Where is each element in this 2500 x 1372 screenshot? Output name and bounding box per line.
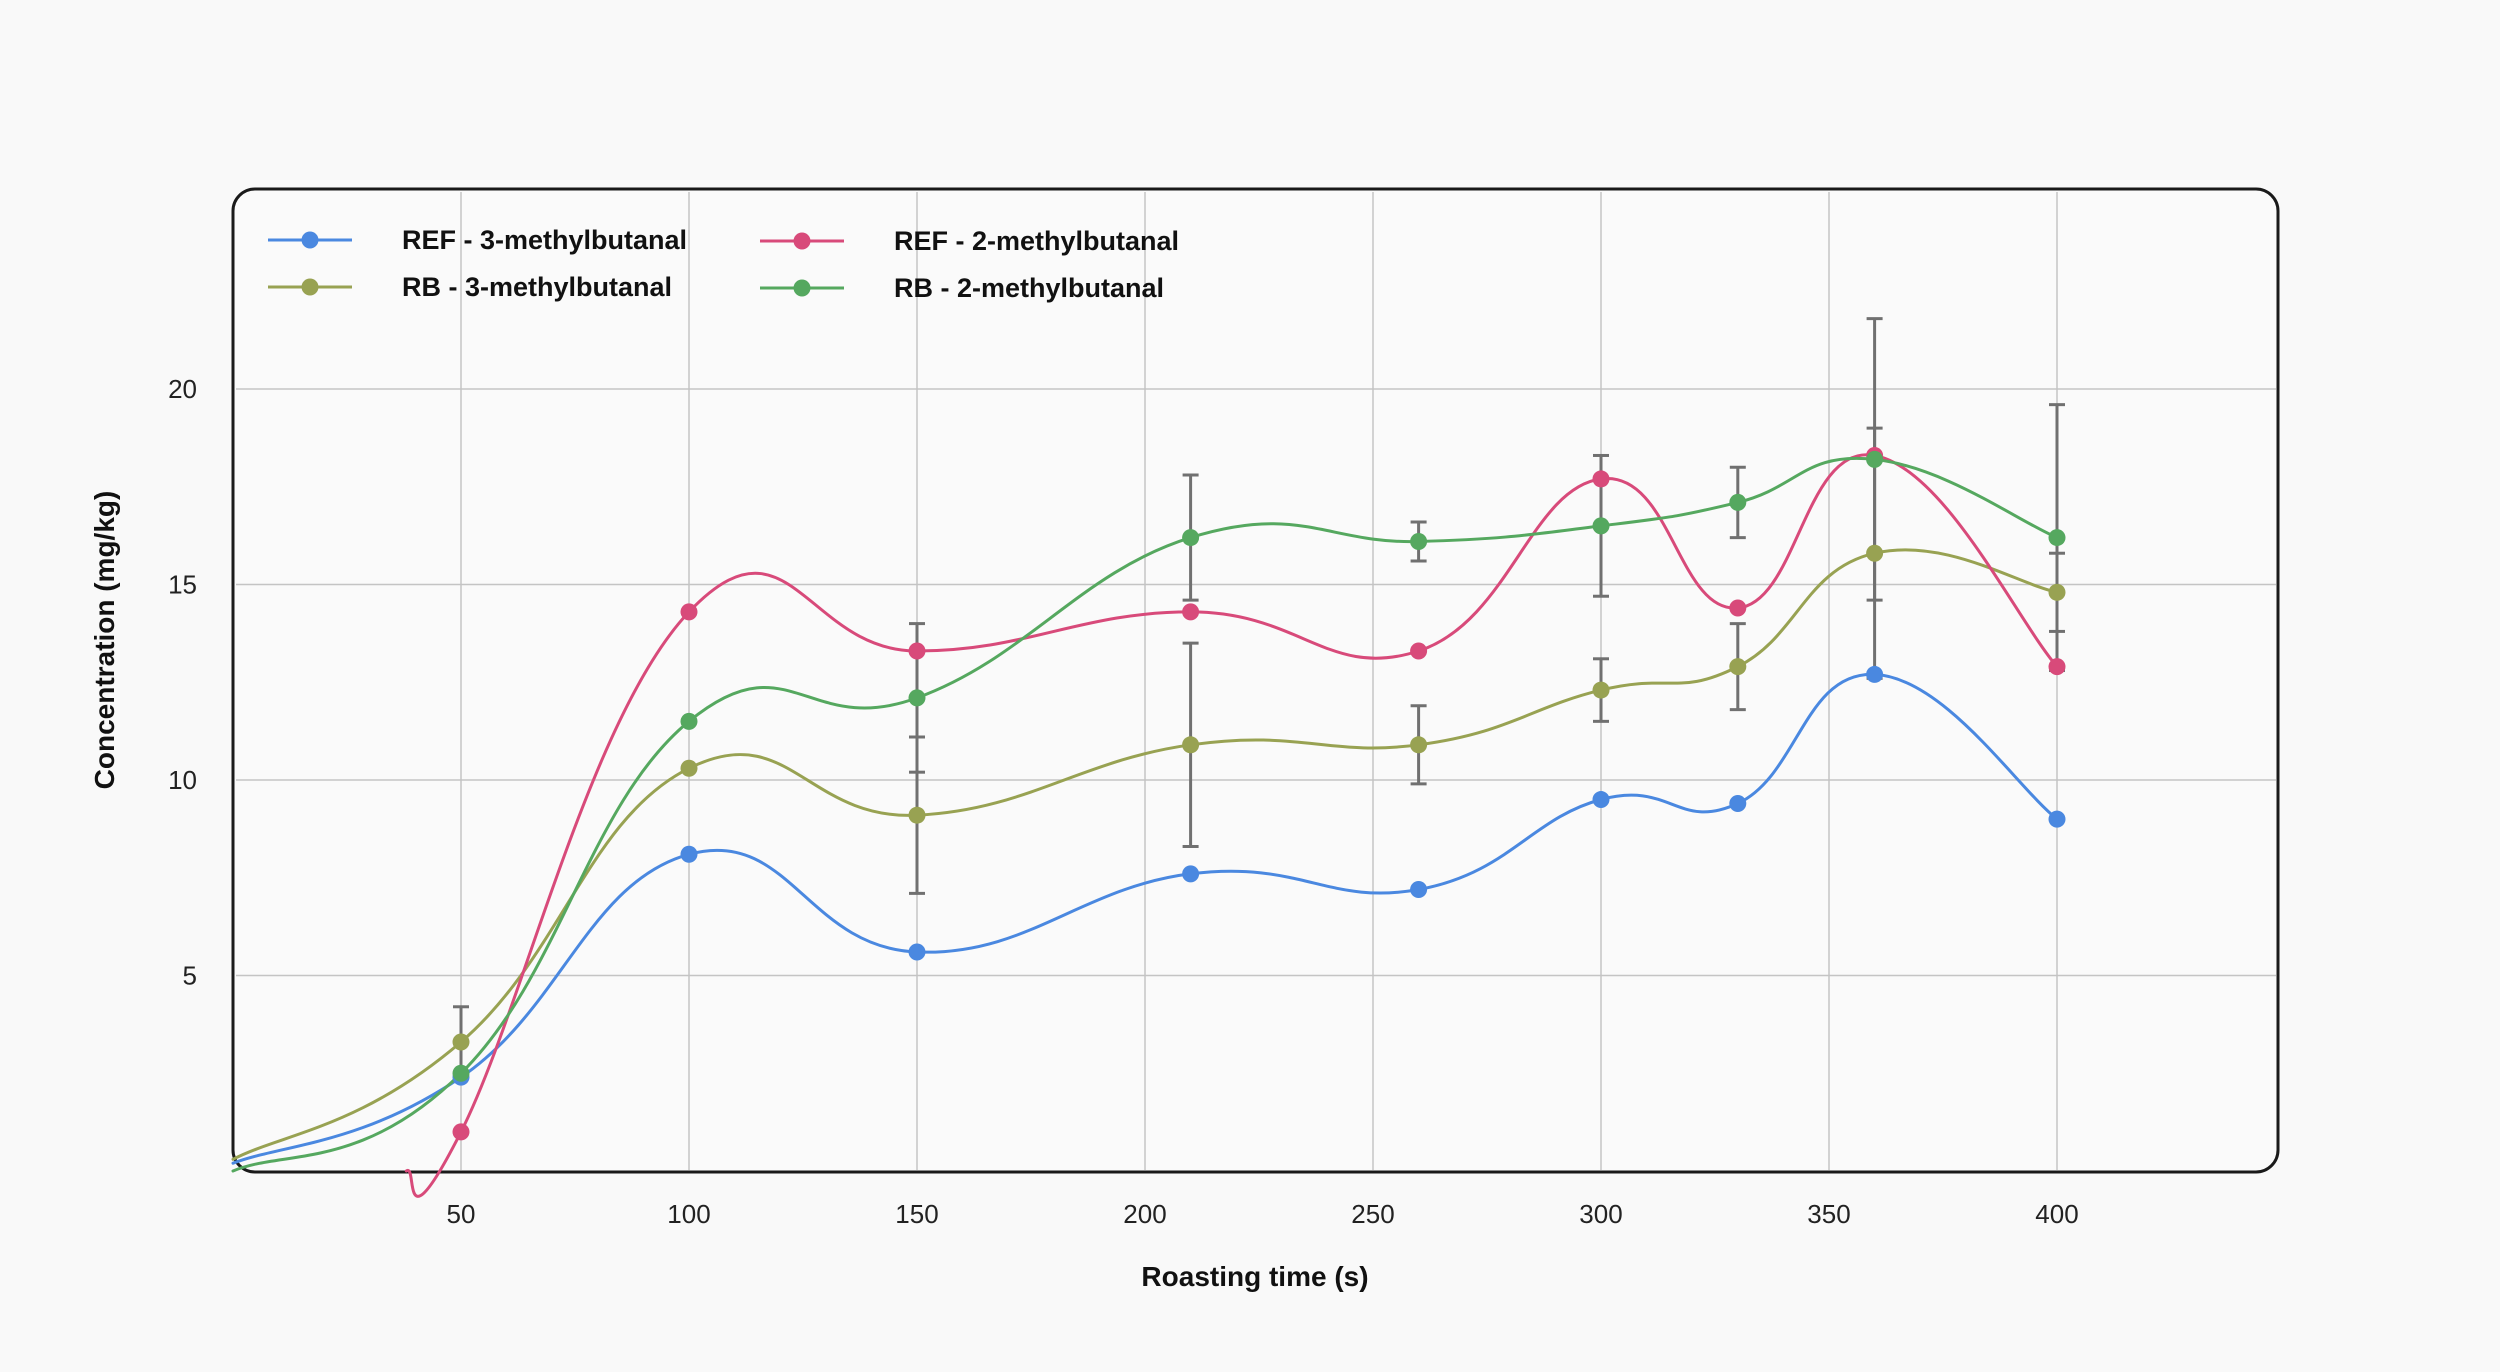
legend-item-1: REF - 3-methylbutanal [268, 225, 687, 255]
legend-swatch-marker [301, 231, 319, 249]
data-point-s1-7 [1729, 794, 1747, 812]
data-point-s4-1 [452, 1064, 470, 1082]
x-tick-label-300: 300 [1579, 1199, 1622, 1229]
data-points [452, 446, 2066, 1141]
data-point-s4-8 [1866, 450, 1884, 468]
data-point-s2-7 [1729, 658, 1747, 676]
legend-swatch-marker [793, 279, 811, 297]
x-axis-label: Roasting time (s) [1141, 1261, 1368, 1292]
data-point-s2-9 [2048, 583, 2066, 601]
legend-item-3: REF - 2-methylbutanal [760, 226, 1179, 256]
data-point-s2-3 [908, 806, 926, 824]
legend-swatch-marker [793, 232, 811, 250]
data-point-s4-3 [908, 689, 926, 707]
data-point-s1-3 [908, 943, 926, 961]
legend-item-2: RB - 3-methylbutanal [268, 272, 672, 302]
series-line-1 [231, 672, 2059, 1165]
x-tick-label-200: 200 [1123, 1199, 1166, 1229]
data-point-s1-9 [2048, 810, 2066, 828]
data-point-s1-4 [1182, 865, 1200, 883]
data-point-s3-5 [1410, 642, 1428, 660]
legend-label-4: RB - 2-methylbutanal [894, 273, 1164, 303]
data-point-s2-2 [680, 759, 698, 777]
legend: REF - 3-methylbutanal RB - 3-methylbutana… [268, 225, 1179, 303]
data-point-s1-5 [1410, 880, 1428, 898]
data-point-s1-8 [1866, 665, 1884, 683]
y-tick-label-10: 10 [168, 765, 197, 795]
data-point-s2-4 [1182, 736, 1200, 754]
data-point-s4-9 [2048, 529, 2066, 547]
x-tick-label-150: 150 [895, 1199, 938, 1229]
data-point-s3-6 [1592, 470, 1610, 488]
data-point-s2-5 [1410, 736, 1428, 754]
data-point-s4-7 [1729, 493, 1747, 511]
x-tick-label-50: 50 [447, 1199, 476, 1229]
x-tick-label-400: 400 [2035, 1199, 2078, 1229]
x-tick-label-250: 250 [1351, 1199, 1394, 1229]
data-point-s3-1 [452, 1123, 470, 1141]
data-point-s3-9 [2048, 658, 2066, 676]
data-point-s3-3 [908, 642, 926, 660]
plot-frame [231, 187, 2280, 1174]
data-point-s4-5 [1410, 532, 1428, 550]
y-tick-label-15: 15 [168, 570, 197, 600]
data-point-s2-8 [1866, 544, 1884, 562]
data-point-s3-4 [1182, 603, 1200, 621]
x-tick-label-350: 350 [1807, 1199, 1850, 1229]
data-point-s3-7 [1729, 599, 1747, 617]
data-point-s4-4 [1182, 529, 1200, 547]
data-point-s1-2 [680, 845, 698, 863]
data-point-s2-1 [452, 1033, 470, 1051]
data-point-s4-6 [1592, 517, 1610, 535]
y-tick-label-20: 20 [168, 374, 197, 404]
data-point-s1-6 [1592, 791, 1610, 809]
y-axis-label: Concentration (mg/kg) [89, 491, 120, 790]
data-point-s2-6 [1592, 681, 1610, 699]
series-line-3 [404, 453, 2059, 1198]
legend-label-2: RB - 3-methylbutanal [402, 272, 672, 302]
y-tick-label-5: 5 [183, 961, 197, 991]
data-point-s3-2 [680, 603, 698, 621]
data-point-s4-2 [680, 712, 698, 730]
legend-label-1: REF - 3-methylbutanal [402, 225, 687, 255]
legend-item-4: RB - 2-methylbutanal [760, 273, 1164, 303]
x-tick-label-100: 100 [667, 1199, 710, 1229]
tick-labels: 50 100 150 200 250 300 350 400 5 10 15 20 [168, 374, 2079, 1229]
legend-swatch-marker [301, 278, 319, 296]
series-line-4 [231, 456, 2059, 1173]
legend-label-3: REF - 2-methylbutanal [894, 226, 1179, 256]
